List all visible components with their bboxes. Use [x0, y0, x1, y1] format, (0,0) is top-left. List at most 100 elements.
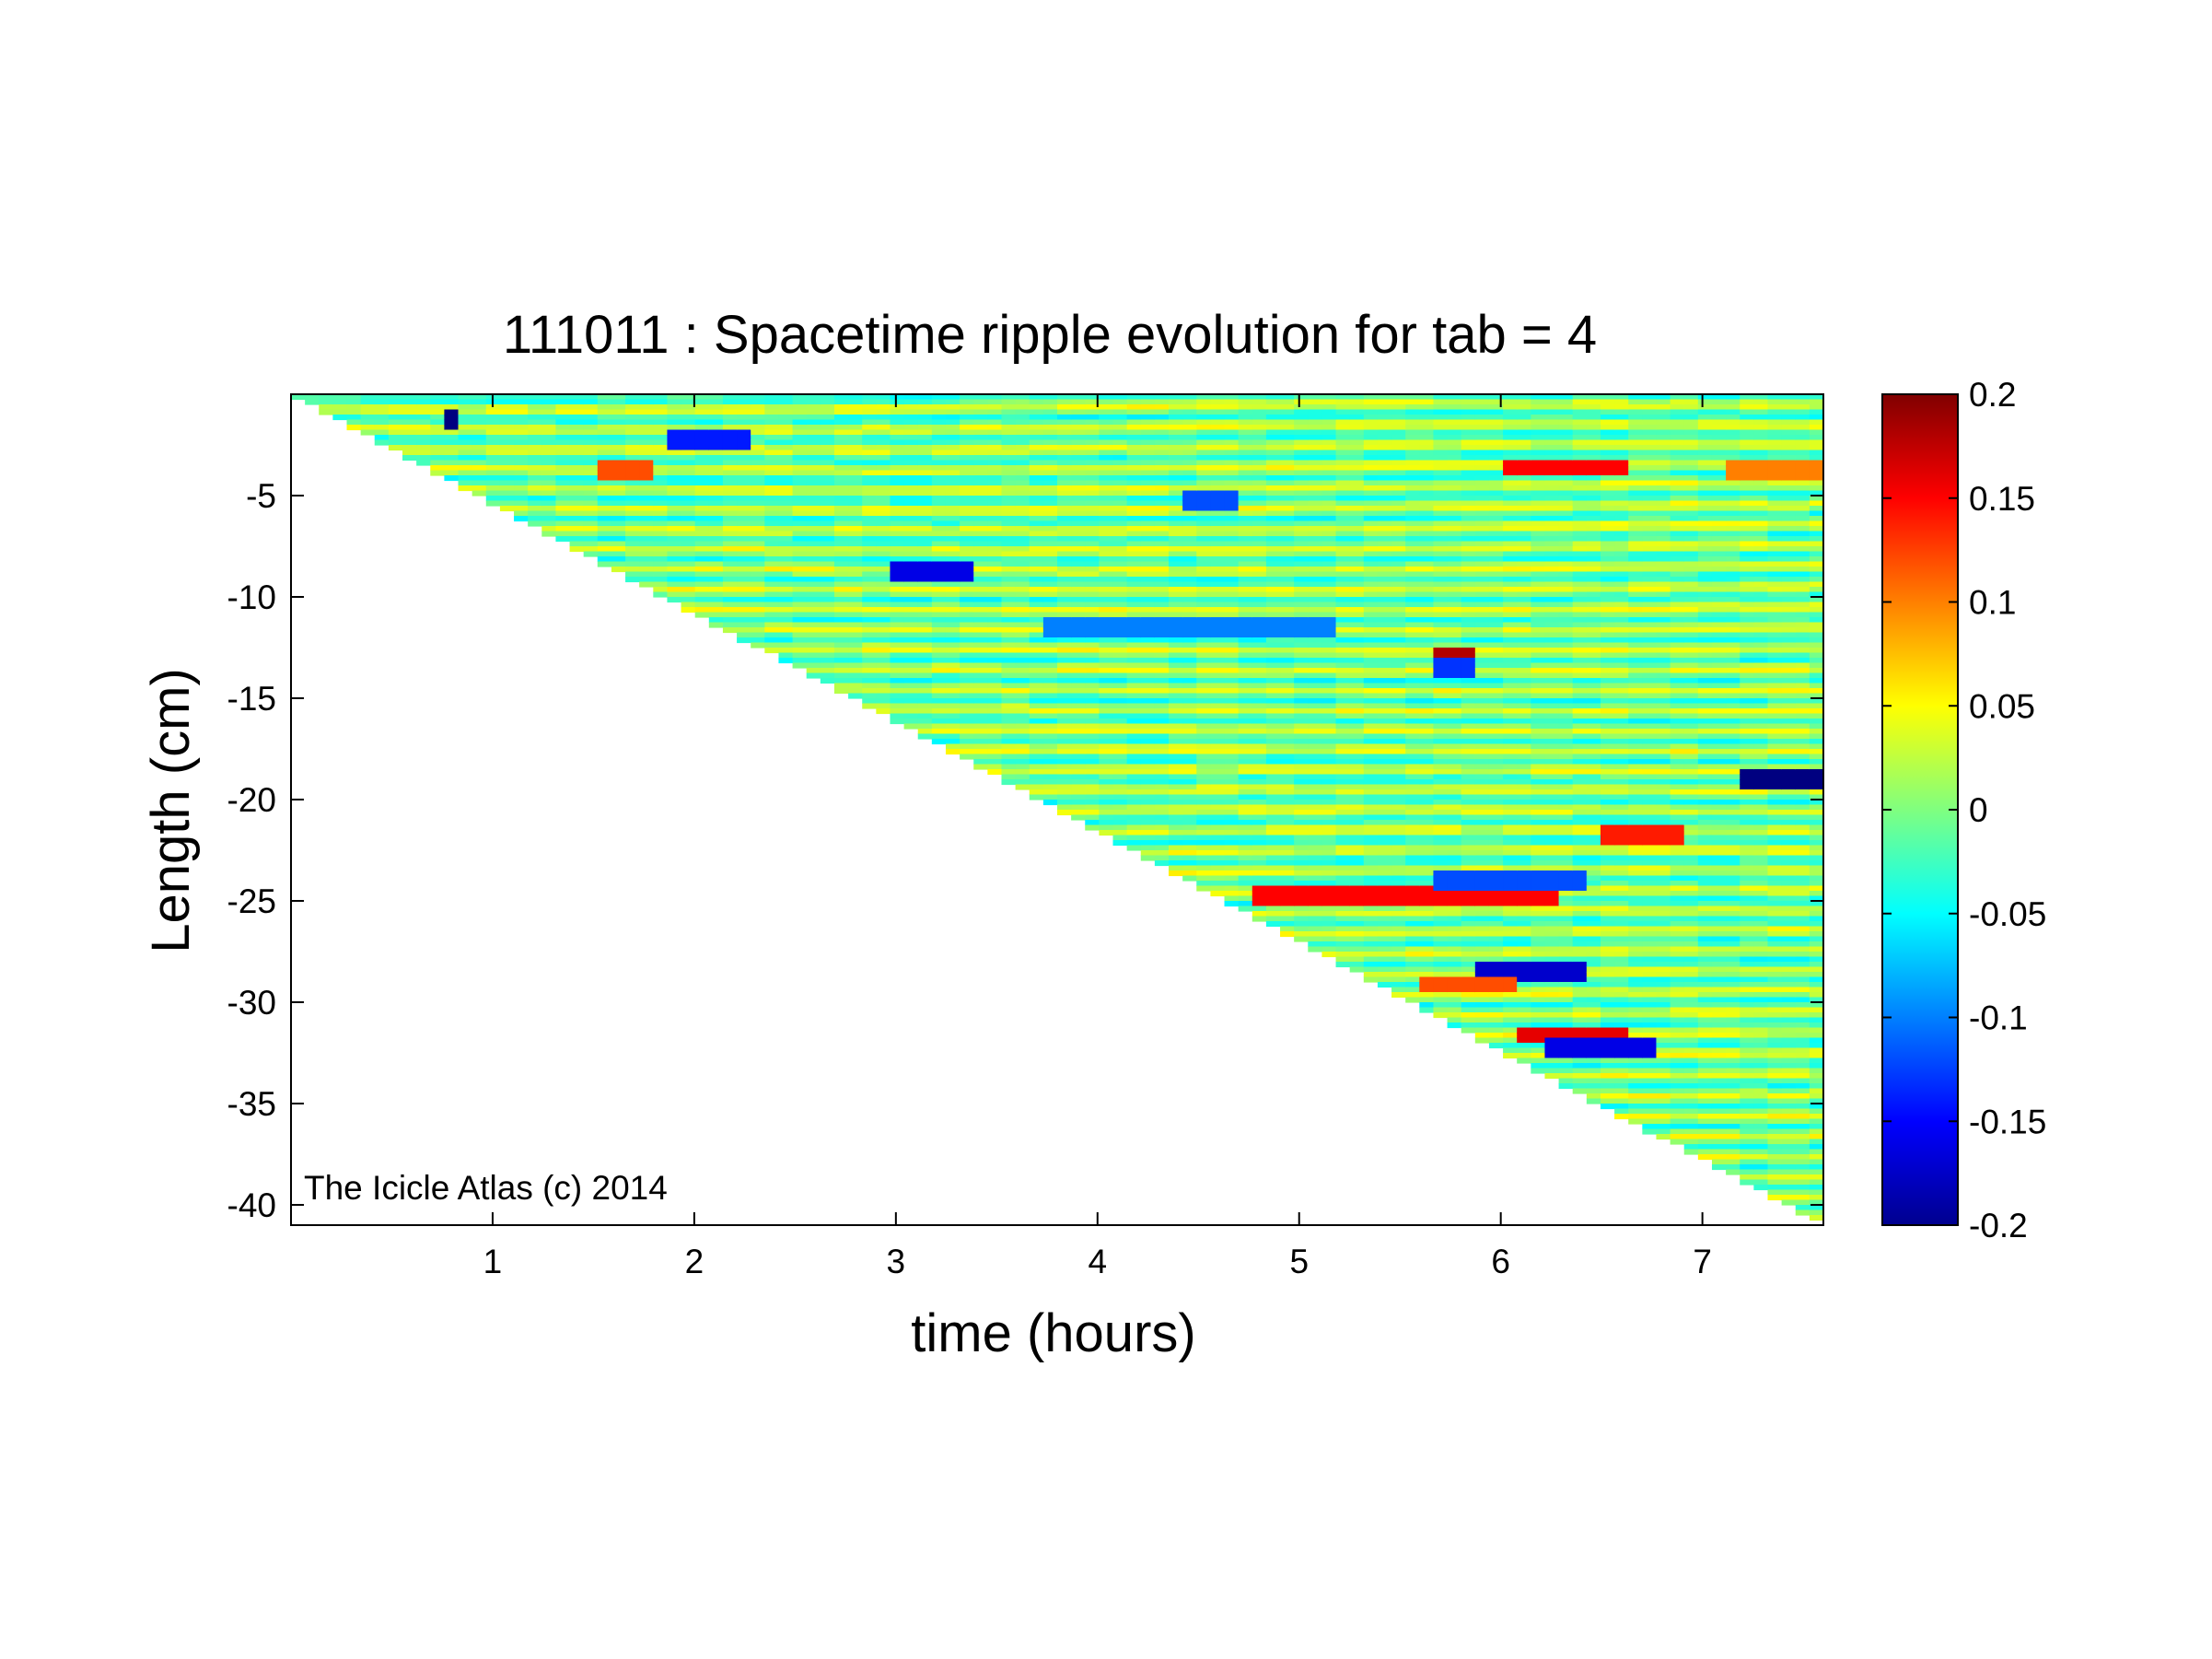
heatmap-cell [1210, 729, 1226, 735]
heatmap-cell [890, 510, 905, 517]
heatmap-cell [1377, 911, 1392, 917]
heatmap-cell [848, 404, 863, 411]
heatmap-cell [751, 591, 765, 598]
heatmap-cell [1335, 703, 1351, 709]
heatmap-cell [1391, 901, 1406, 907]
heatmap-cell [806, 415, 821, 421]
heatmap-cell [751, 425, 765, 431]
heatmap-cell [1308, 926, 1323, 932]
heatmap-cell [1015, 642, 1030, 648]
heatmap-cell [1419, 784, 1435, 790]
heatmap-cell [402, 415, 417, 421]
heatmap-cell [555, 450, 571, 456]
heatmap-cell [625, 556, 640, 563]
heatmap-cell [541, 409, 557, 415]
heatmap-cell [1154, 769, 1170, 776]
heatmap-cell [764, 510, 780, 517]
heatmap-cell [1029, 743, 1044, 750]
heatmap-cell [764, 632, 780, 638]
heatmap-cell [806, 455, 821, 461]
heatmap-cell [945, 404, 960, 411]
heatmap-cell [1294, 875, 1309, 882]
heatmap-cell [1057, 480, 1072, 486]
heatmap-cell [1196, 774, 1211, 780]
heatmap-cell [1015, 597, 1030, 603]
heatmap-cell [764, 627, 780, 634]
heatmap-cell [1294, 870, 1309, 877]
heatmap-cell [1377, 759, 1392, 765]
heatmap-cell [541, 439, 557, 446]
heatmap-cell [514, 435, 529, 441]
heatmap-cell [1265, 774, 1281, 780]
heatmap-cell [1349, 668, 1365, 674]
heatmap-cell [1140, 485, 1156, 492]
heatmap-cell [931, 652, 947, 659]
heatmap-cell [751, 526, 765, 532]
heatmap-cell [1238, 435, 1253, 441]
heatmap-cell [890, 652, 905, 659]
heatmap-cell [1085, 591, 1100, 598]
heatmap-cell [1154, 683, 1170, 689]
heatmap-cell [1321, 804, 1337, 811]
heatmap-cell [862, 648, 877, 654]
heatmap-cell [1405, 916, 1420, 922]
heatmap-cell [1294, 658, 1309, 664]
heatmap-cell [1169, 855, 1183, 861]
heatmap-cell [1238, 506, 1253, 512]
heatmap-cell [1169, 820, 1183, 826]
heatmap-cell [1252, 855, 1267, 861]
heatmap-cell [806, 465, 821, 472]
heatmap-cell [1154, 612, 1170, 618]
heatmap-cell [653, 577, 669, 583]
heatmap-cell [737, 536, 751, 543]
heatmap-cell [541, 435, 557, 441]
heatmap-cell [1140, 672, 1156, 679]
heatmap-cell [1071, 597, 1086, 603]
heatmap-cell [708, 394, 724, 401]
heatmap-cell [890, 490, 905, 497]
heatmap-cell [1363, 455, 1379, 461]
heatmap-cell [903, 642, 919, 648]
heatmap-cell [416, 394, 431, 401]
heatmap-cell [1419, 526, 1435, 532]
heatmap-cell [903, 602, 919, 608]
heatmap-cell [876, 520, 891, 527]
heatmap-cell [806, 642, 821, 648]
heatmap-cell [1001, 429, 1017, 436]
heatmap-cell [722, 536, 738, 543]
heatmap-cell [681, 404, 696, 411]
heatmap-cell [1112, 698, 1128, 705]
heatmap-cell [764, 506, 780, 512]
heatmap-cell [1112, 561, 1128, 567]
heatmap-cell [917, 419, 933, 426]
heatmap-cell [917, 546, 933, 553]
heatmap-cell [1321, 678, 1337, 684]
heatmap-cell [833, 450, 849, 456]
heatmap-cell [1057, 719, 1072, 725]
heatmap-cell [1265, 587, 1281, 593]
heatmap-cell [792, 455, 808, 461]
heatmap-cell [653, 587, 669, 593]
heatmap-cell [1377, 708, 1392, 715]
heatmap-cell [1057, 520, 1072, 527]
heatmap-cell [1377, 976, 1392, 983]
heatmap-cell [1280, 921, 1295, 928]
heatmap-cell [1252, 703, 1267, 709]
heatmap-cell [1126, 723, 1142, 730]
heatmap-cell [611, 429, 626, 436]
heatmap-cell [903, 520, 919, 527]
heatmap-cell [1265, 814, 1281, 821]
heatmap-cell [903, 648, 919, 654]
heatmap-cell [806, 607, 821, 613]
heatmap-cell [1335, 506, 1351, 512]
heatmap-cell [639, 556, 654, 563]
heatmap-cell [583, 399, 599, 405]
heatmap-cell [1126, 662, 1142, 669]
heatmap-cell [1085, 810, 1100, 816]
heatmap-cell [987, 607, 1003, 613]
heatmap-cell [1349, 516, 1365, 522]
heatmap-cell [1224, 824, 1240, 831]
heatmap-cell [1391, 987, 1406, 993]
heatmap-cell [569, 450, 585, 456]
heatmap-cell [1001, 774, 1017, 780]
